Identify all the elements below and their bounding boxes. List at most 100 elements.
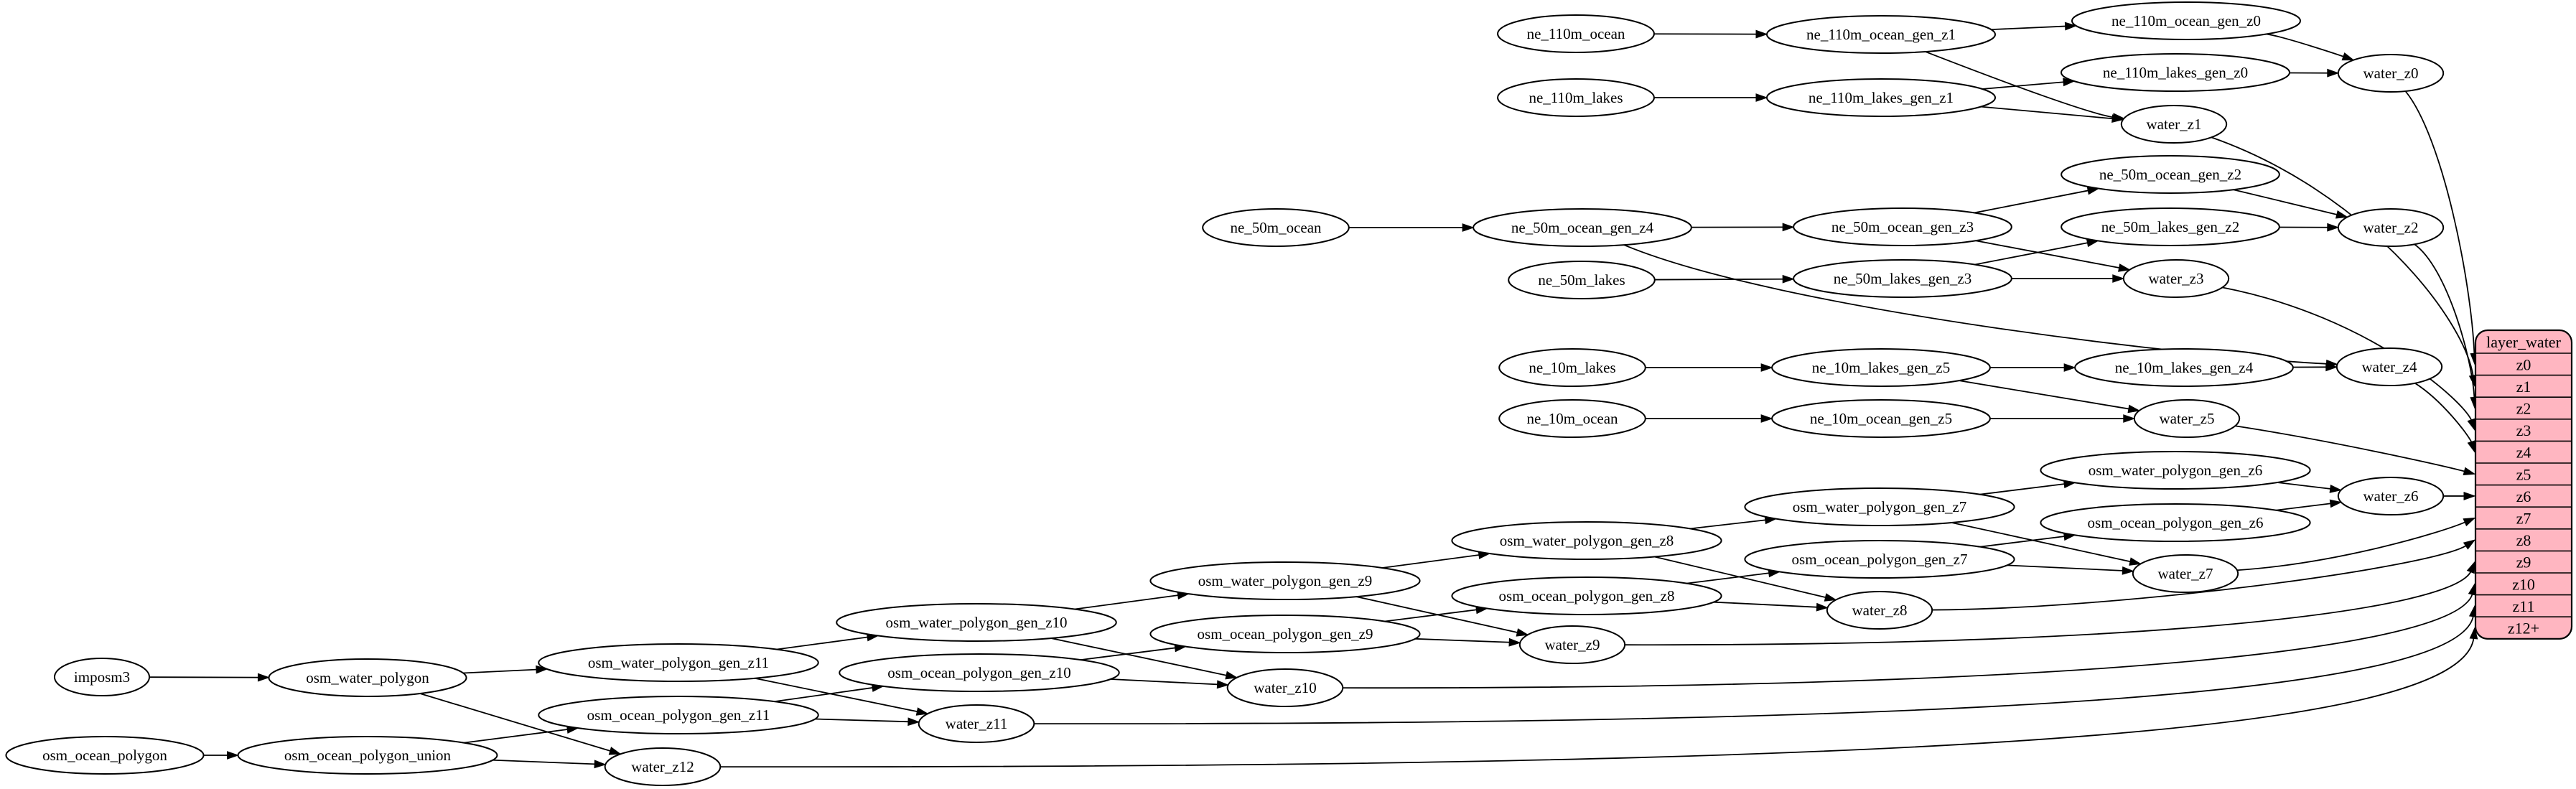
arrowhead-icon [257,673,270,682]
arrowhead-icon [594,760,607,769]
arrowhead-icon [2127,404,2141,414]
edge-line [1050,638,1228,676]
edge-line [2276,503,2333,511]
arrowhead-icon [2112,274,2125,283]
arrowhead-icon [2122,566,2134,575]
node-ellipse [53,658,151,696]
edge-osm_ocean_polygon_gen_z11-to-osm_ocean_polygon_gen_z10 [774,683,885,703]
edge-osm_ocean_polygon_gen_z9-to-water_z9 [1415,638,1521,647]
node-imposm3: imposm3 [53,658,151,696]
edge-line [463,668,538,674]
node-osm_ocean_polygon_gen_z9: osm_ocean_polygon_gen_z9 [1149,615,1421,653]
node-ellipse [1498,399,1646,438]
edge-osm_water_polygon_gen_z8-to-osm_water_polygon_gen_z7 [1690,515,1778,530]
node-ellipse [1766,78,1996,117]
edge-line [1110,678,1219,686]
node-osm_ocean_polygon_gen_z8: osm_ocean_polygon_gen_z8 [1451,576,1722,615]
node-label: ne_50m_lakes_gen_z3 [1834,270,1971,287]
node-water_z1: water_z1 [2120,105,2228,144]
node-ellipse [268,658,467,697]
arrowhead-icon [2467,418,2475,431]
node-label: ne_10m_lakes_gen_z5 [1812,359,1950,376]
edge-water_z8-to-layer_water-z8 [1932,539,2476,611]
node-water_z6: water_z6 [2337,477,2445,515]
node-label: osm_water_polygon_gen_z6 [2089,462,2263,479]
node-ellipse [836,603,1117,642]
layer-water-row-z12+: z12+ [2508,620,2539,638]
node-ellipse [2337,54,2445,93]
layer-water-row-z3: z3 [2516,421,2531,439]
layer-water-row-z6: z6 [2516,487,2531,505]
edge-ne_50m_lakes-to-ne_50m_lakes_gen_z3 [1654,274,1795,284]
node-label: ne_10m_lakes [1529,359,1615,376]
edge-line [2277,482,2332,490]
node-label: osm_water_polygon_gen_z7 [1793,498,1967,515]
arrowhead-icon [1824,593,1837,602]
node-ellipse [2122,259,2230,298]
edge-line [1974,242,2089,266]
node-label: ne_110m_ocean_gen_z0 [2111,12,2261,29]
edge-ne_50m_ocean_gen_z3-to-ne_50m_ocean_gen_z2 [1974,186,2100,214]
node-label: water_z9 [1545,636,1600,653]
node-ellipse [5,736,205,775]
node-osm_ocean_polygon_gen_z11: osm_ocean_polygon_gen_z11 [538,696,819,734]
node-ne_110m_ocean: ne_110m_ocean [1497,14,1655,53]
node-label: ne_110m_lakes [1529,89,1623,106]
edge-line [1713,601,1819,608]
edge-line [776,636,869,650]
layer-water-row-z9: z9 [2516,554,2531,571]
edge-line [1975,240,2121,269]
arrowhead-icon [536,665,549,674]
layer-water-row-z5: z5 [2516,465,2531,483]
node-ellipse [1498,348,1646,387]
arrowhead-icon [1755,93,1768,102]
edge-line [1074,594,1180,610]
arrowhead-icon [1755,29,1768,39]
node-label: ne_110m_lakes_gen_z0 [2103,64,2248,81]
node-ellipse [1226,668,1344,707]
node-ne_110m_lakes_gen_z1: ne_110m_lakes_gen_z1 [1766,78,1996,117]
arrowhead-icon [2064,22,2078,31]
edge-osm_ocean_polygon_union-to-water_z12 [493,759,607,769]
edge-osm_ocean_polygon_gen_z8-to-water_z8 [1713,601,1829,612]
node-label: water_z4 [2362,358,2417,375]
node-ellipse [1149,615,1421,653]
node-label: osm_ocean_polygon_gen_z9 [1198,625,1373,643]
node-ellipse [237,736,498,775]
node-label: ne_10m_ocean_gen_z5 [1810,410,1952,427]
node-label: osm_ocean_polygon [42,747,167,764]
edge-line [1081,647,1177,660]
node-ellipse [1149,561,1421,600]
node-water_z8: water_z8 [1826,591,1933,630]
node-water_z11: water_z11 [918,704,1035,743]
arrowhead-icon [1782,274,1795,284]
edge-line [1932,544,2468,611]
edge-line [2414,243,2475,399]
edge-ne_50m_ocean_gen_z4-to-ne_50m_ocean_gen_z3 [1691,223,1795,232]
edge-ne_110m_ocean-to-ne_110m_ocean_gen_z1 [1653,29,1768,39]
node-label: ne_110m_lakes_gen_z1 [1809,89,1954,106]
arrowhead-icon [2327,68,2340,78]
edge-osm_water_polygon_gen_z7-to-osm_water_polygon_gen_z6 [1979,480,2076,495]
arrowhead-icon [1782,223,1795,232]
edge-line [1974,190,2090,214]
node-ne_50m_lakes_gen_z2: ne_50m_lakes_gen_z2 [2061,207,2280,246]
arrowhead-icon [907,717,920,727]
node-label: water_z10 [1254,679,1316,696]
node-layer-water-record: layer_water z0 z1 z2 z3 z4 z5 z6 z7 z8 z9 z10 z11 z12… [2474,329,2573,640]
node-ellipse [2040,503,2311,542]
arrowhead-icon [1516,628,1529,637]
node-ellipse [1473,208,1692,247]
arrowhead-icon [2341,52,2355,61]
node-label: ne_110m_ocean [1527,25,1625,42]
node-label: water_z1 [2147,116,2202,133]
edge-line [1384,609,1478,622]
node-label: ne_50m_lakes [1538,271,1625,289]
arrowhead-icon [2063,363,2076,372]
arrowhead-icon [2325,363,2338,372]
node-ne_50m_lakes: ne_50m_lakes [1508,261,1656,299]
node-ne_10m_lakes_gen_z5: ne_10m_lakes_gen_z5 [1771,348,1991,387]
node-label: osm_ocean_polygon_gen_z10 [887,664,1070,681]
edge-ne_110m_lakes_gen_z1-to-ne_110m_lakes_gen_z0 [1982,78,2076,90]
